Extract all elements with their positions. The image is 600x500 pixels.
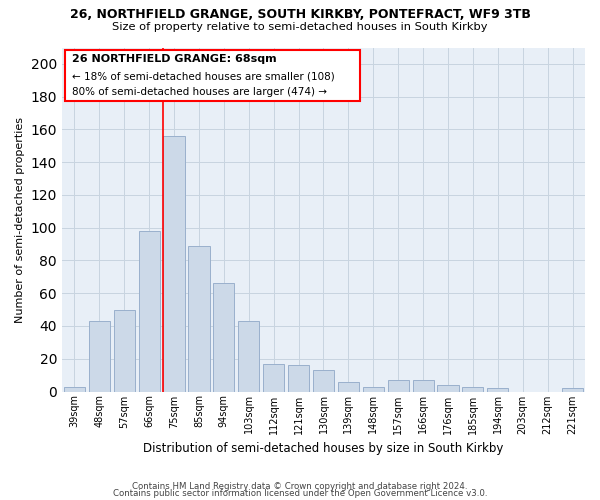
Bar bbox=[313, 370, 334, 392]
FancyBboxPatch shape bbox=[65, 50, 360, 101]
Bar bbox=[188, 246, 209, 392]
Bar bbox=[437, 385, 458, 392]
Bar bbox=[562, 388, 583, 392]
Bar bbox=[338, 382, 359, 392]
Bar bbox=[213, 284, 235, 392]
Bar bbox=[288, 366, 309, 392]
Bar bbox=[163, 136, 185, 392]
Text: Contains HM Land Registry data © Crown copyright and database right 2024.: Contains HM Land Registry data © Crown c… bbox=[132, 482, 468, 491]
Text: ← 18% of semi-detached houses are smaller (108): ← 18% of semi-detached houses are smalle… bbox=[73, 71, 335, 81]
Bar bbox=[362, 386, 384, 392]
Text: Contains public sector information licensed under the Open Government Licence v3: Contains public sector information licen… bbox=[113, 490, 487, 498]
Bar bbox=[263, 364, 284, 392]
Bar bbox=[463, 386, 484, 392]
Bar bbox=[139, 231, 160, 392]
Bar bbox=[487, 388, 508, 392]
Bar bbox=[238, 321, 259, 392]
Bar bbox=[64, 386, 85, 392]
Bar bbox=[388, 380, 409, 392]
Bar bbox=[413, 380, 434, 392]
Bar bbox=[89, 321, 110, 392]
Text: 26, NORTHFIELD GRANGE, SOUTH KIRKBY, PONTEFRACT, WF9 3TB: 26, NORTHFIELD GRANGE, SOUTH KIRKBY, PON… bbox=[70, 8, 530, 20]
Text: 26 NORTHFIELD GRANGE: 68sqm: 26 NORTHFIELD GRANGE: 68sqm bbox=[73, 54, 277, 64]
Text: Size of property relative to semi-detached houses in South Kirkby: Size of property relative to semi-detach… bbox=[112, 22, 488, 32]
Text: 80% of semi-detached houses are larger (474) →: 80% of semi-detached houses are larger (… bbox=[73, 87, 328, 97]
Y-axis label: Number of semi-detached properties: Number of semi-detached properties bbox=[15, 116, 25, 322]
X-axis label: Distribution of semi-detached houses by size in South Kirkby: Distribution of semi-detached houses by … bbox=[143, 442, 503, 455]
Bar bbox=[113, 310, 135, 392]
